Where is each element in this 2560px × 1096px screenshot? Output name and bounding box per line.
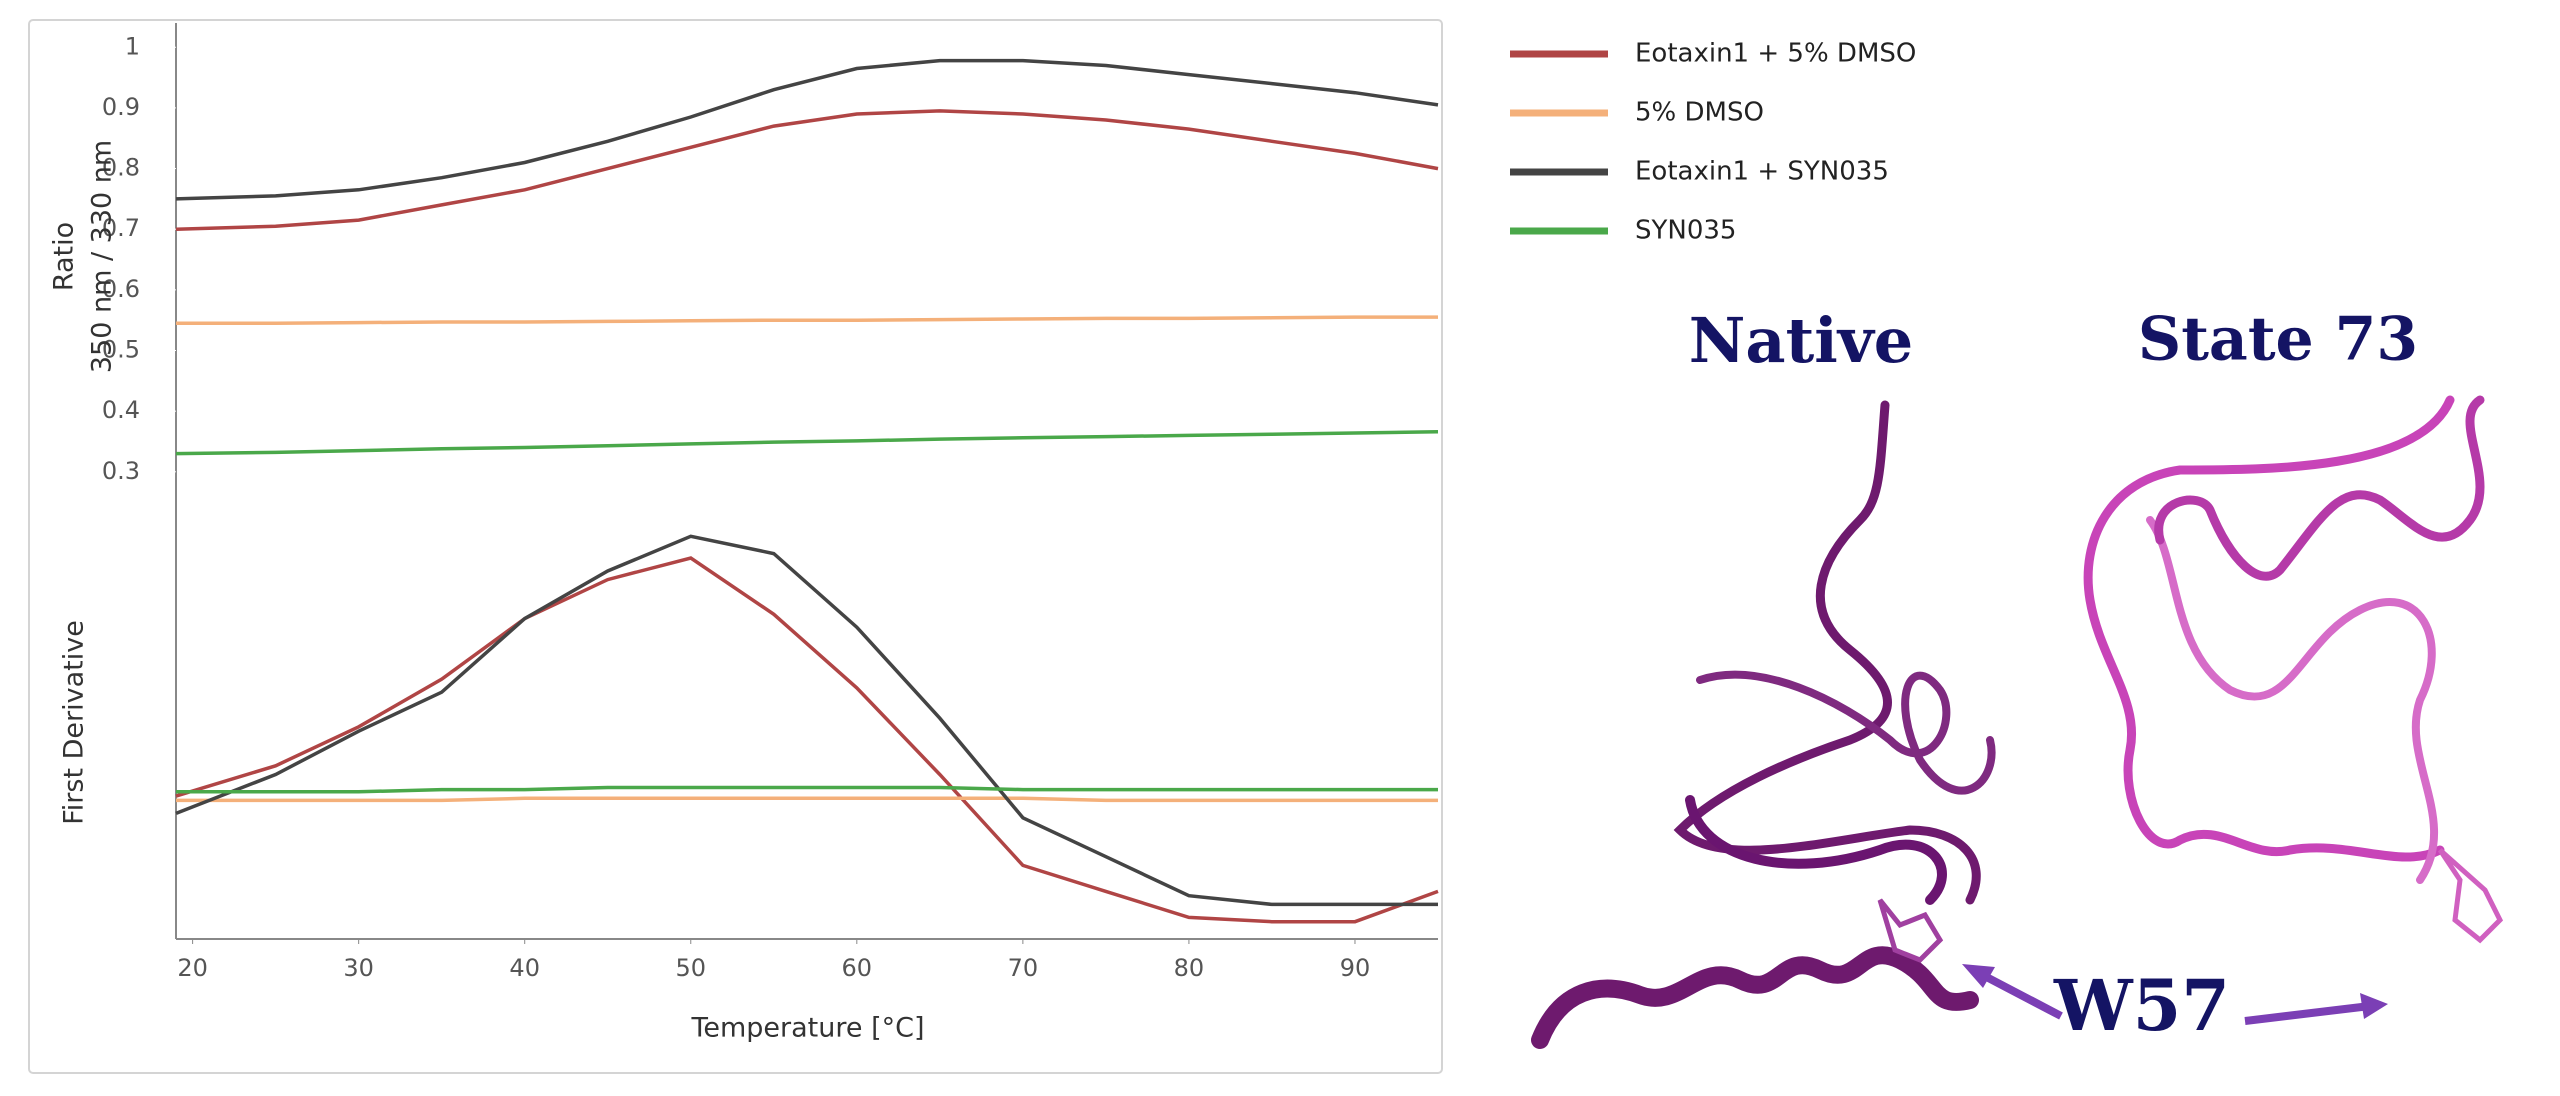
y-tick-label: 0.9 (102, 93, 140, 121)
x-axis-label: Temperature [°C] (690, 1013, 924, 1044)
y-tick-label: 0.4 (102, 396, 140, 424)
arrow-head (1962, 964, 1995, 988)
series-line (176, 796, 1438, 803)
series-line (176, 785, 1438, 794)
y-tick-label: 0.6 (102, 275, 140, 303)
y-tick-label: 0.8 (102, 154, 140, 182)
legend-label: 5% DMSO (1635, 98, 1764, 128)
legend-label: Eotaxin1 + 5% DMSO (1635, 39, 1916, 69)
legend-label: SYN035 (1635, 216, 1736, 246)
series-line (175, 58, 1439, 201)
series-line (175, 556, 1439, 924)
x-tick-label: 40 (509, 954, 540, 982)
series-line (175, 430, 1439, 456)
x-tick-label: 80 (1174, 954, 1205, 982)
x-tick-label: 50 (675, 954, 706, 982)
x-tick-label: 30 (343, 954, 374, 982)
residue-label: W57 (2053, 964, 2230, 1047)
y-tick-label: 0.5 (102, 336, 140, 364)
series-line (176, 315, 1438, 325)
native-structure (1531, 400, 1996, 1049)
y-axis-label: Ratio (49, 222, 80, 291)
x-tick-label: 70 (1008, 954, 1039, 982)
structure-title: Native (1689, 304, 1914, 377)
x-tick-label: 60 (842, 954, 873, 982)
y-axis-label: 350 nm / 330 nm (87, 140, 118, 373)
y-tick-label: 0.3 (102, 457, 140, 485)
y-tick-label: 0.7 (102, 214, 140, 242)
series-line (175, 109, 1439, 231)
arrow (1973, 967, 2063, 1020)
x-tick-label: 90 (1340, 954, 1371, 982)
structure-title: State 73 (2138, 305, 2418, 375)
series-line (175, 534, 1438, 907)
y-tick-label: 1 (125, 32, 140, 60)
arrow (2244, 1002, 2371, 1025)
y-axis-label: First Derivative (59, 620, 90, 825)
x-tick-label: 20 (177, 954, 208, 982)
legend-label: Eotaxin1 + SYN035 (1635, 157, 1889, 187)
state73-structure (2083, 395, 2504, 944)
arrow-head (2360, 993, 2388, 1019)
